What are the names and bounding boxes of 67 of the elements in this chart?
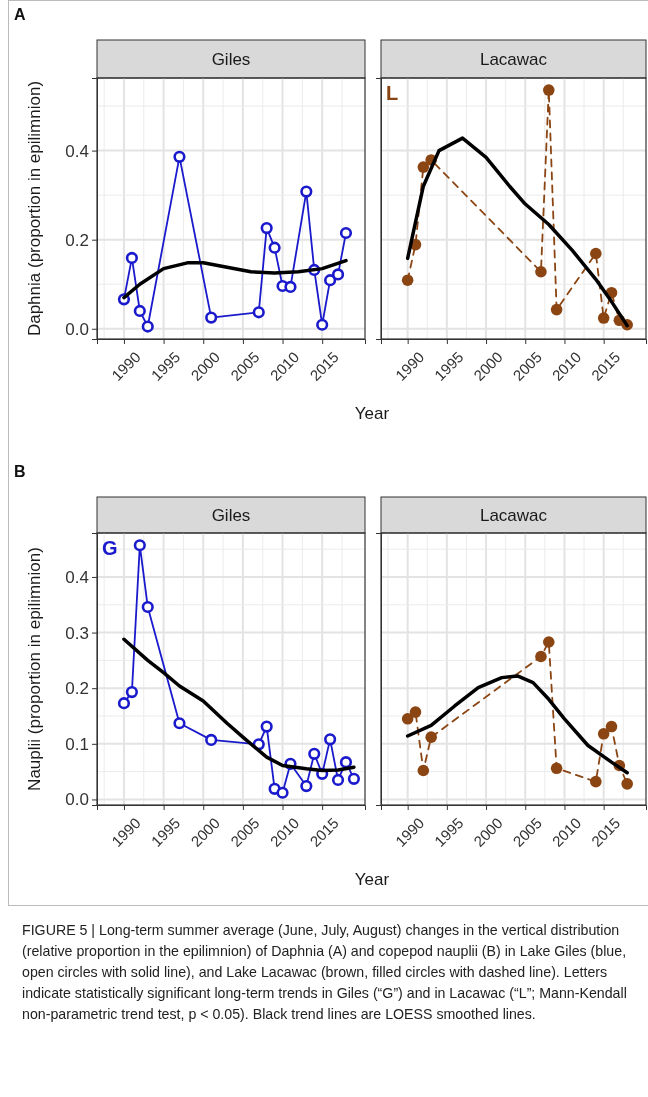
point xyxy=(409,706,422,718)
y-tick-label: 0.4 xyxy=(65,567,89,587)
point xyxy=(550,762,563,775)
point xyxy=(605,720,618,733)
point xyxy=(141,320,154,333)
point xyxy=(205,311,218,324)
point xyxy=(125,685,138,699)
point xyxy=(535,650,547,663)
y-tick-label: 0.0 xyxy=(65,790,89,810)
y-tick-label: 0.1 xyxy=(65,734,89,754)
point xyxy=(425,731,437,743)
y-axis-title: Nauplii (proportion in epilimnion) xyxy=(25,547,44,791)
point xyxy=(542,84,555,96)
caption: FIGURE 5 | Long-term summer average (June, July, August) changes in the vertical distribution (relative proportion in the epilimnion) of Daphnia (A) and copepod nauplii (B) in Lake Giles (blue, open circles with solid line), and Lake Lacawac (brown, filled circles with dashed line). Letters indicate statistically significant long-term trends in Giles (“G”) and in Lacawac (“L”; Mann-Kendall non-parametric trend test, p < 0.05). Black trend lines are LOESS smoothed lines. xyxy=(22,921,628,1024)
point xyxy=(252,306,265,319)
x-axis-title: Year xyxy=(354,404,390,423)
point xyxy=(125,251,138,265)
point xyxy=(597,312,610,324)
point xyxy=(347,772,360,785)
chart-title: Giles xyxy=(211,506,251,525)
point xyxy=(535,265,547,278)
point xyxy=(542,636,555,648)
point xyxy=(401,712,414,725)
point xyxy=(590,775,602,788)
point xyxy=(324,274,337,287)
point xyxy=(276,786,289,799)
chart-title: Lacawac xyxy=(479,50,548,69)
point xyxy=(417,161,430,173)
y-tick-label: 0.4 xyxy=(65,141,89,161)
point xyxy=(117,697,131,710)
point xyxy=(401,274,414,287)
point xyxy=(133,539,146,552)
point xyxy=(331,268,345,281)
point xyxy=(597,728,610,740)
point xyxy=(316,318,329,331)
point xyxy=(268,241,281,254)
x-axis-title: Year xyxy=(354,870,390,889)
point xyxy=(300,185,313,198)
point xyxy=(141,600,154,614)
y-tick-label: 0.3 xyxy=(65,623,89,643)
point xyxy=(133,304,146,318)
point xyxy=(260,720,273,733)
annotation: G xyxy=(102,537,118,559)
point xyxy=(550,303,563,316)
point xyxy=(590,247,602,260)
point xyxy=(173,150,186,163)
point xyxy=(308,747,321,760)
chart-title: Lacawac xyxy=(479,506,548,525)
annotation: L xyxy=(386,82,399,104)
point xyxy=(173,717,186,730)
point xyxy=(300,779,313,793)
point xyxy=(339,226,353,240)
point xyxy=(260,222,273,235)
y-tick-label: 0.0 xyxy=(65,319,89,339)
point xyxy=(417,764,430,777)
point xyxy=(621,778,633,790)
point xyxy=(324,733,337,746)
text: A xyxy=(14,6,26,23)
point xyxy=(339,756,353,769)
chart-title: Giles xyxy=(211,50,251,69)
y-tick-label: 0.2 xyxy=(65,230,89,250)
y-tick-label: 0.2 xyxy=(65,679,89,699)
point xyxy=(205,733,218,747)
point xyxy=(284,280,297,293)
text: B xyxy=(14,463,26,480)
point xyxy=(331,773,345,787)
y-axis-title: Daphnia (proportion in epilimnion) xyxy=(25,80,44,337)
